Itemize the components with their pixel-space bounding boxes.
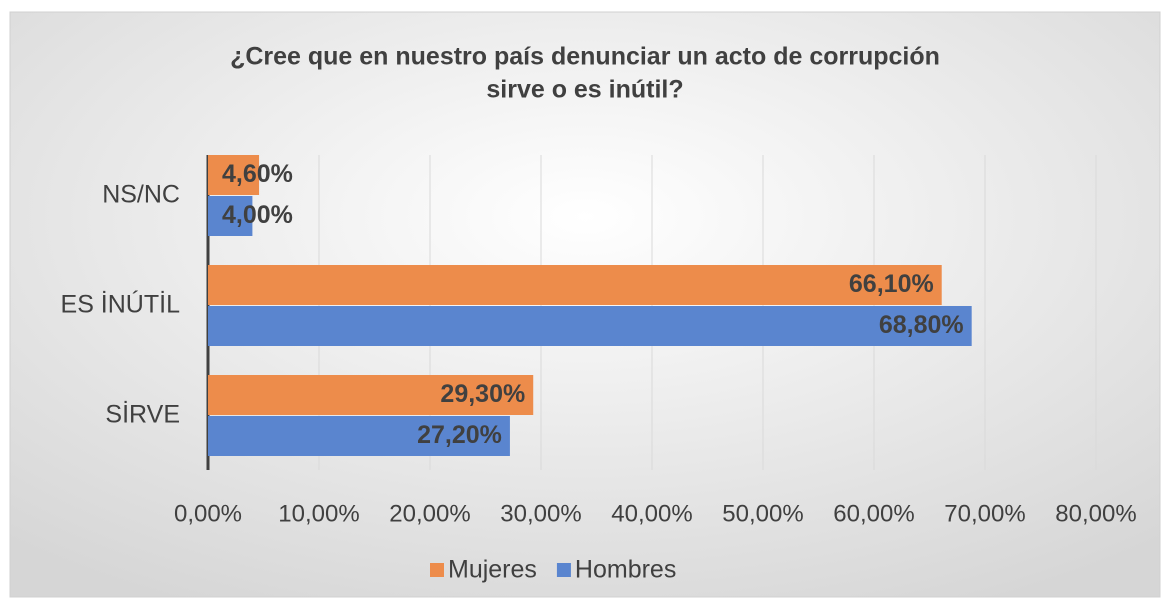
bar	[208, 196, 253, 236]
x-tick-label: 70,00%	[944, 500, 1025, 527]
data-label: 27,20%	[417, 421, 502, 449]
bar	[208, 306, 972, 346]
data-label: 66,10%	[849, 270, 934, 298]
y-tick-label: SİRVE	[105, 400, 180, 429]
y-tick-label: NS/NC	[102, 181, 180, 209]
bar	[208, 375, 534, 415]
x-tick-label: 50,00%	[722, 500, 803, 527]
legend-label: Hombres	[575, 556, 676, 584]
x-tick-label: 40,00%	[611, 500, 692, 527]
bar	[208, 265, 942, 305]
x-tick-label: 10,00%	[278, 500, 359, 527]
data-label: 29,30%	[440, 380, 525, 408]
legend-swatch	[430, 563, 444, 577]
legend-label: Mujeres	[448, 556, 537, 584]
data-label: 4,60%	[222, 160, 293, 188]
chart-title: sirve o es inútil?	[486, 76, 683, 104]
chart-title: ¿Cree que en nuestro país denunciar un a…	[230, 43, 940, 71]
data-label: 4,00%	[222, 201, 293, 229]
y-tick-label: ES İNÚTİL	[61, 290, 181, 319]
x-tick-label: 60,00%	[833, 500, 914, 527]
legend-swatch	[556, 563, 571, 577]
data-label: 68,80%	[879, 311, 964, 339]
x-tick-label: 0,00%	[174, 500, 242, 527]
x-tick-label: 20,00%	[389, 500, 470, 527]
bar	[208, 416, 510, 456]
bar	[208, 155, 260, 195]
x-tick-label: 80,00%	[1055, 500, 1136, 527]
x-tick-label: 30,00%	[500, 500, 581, 527]
